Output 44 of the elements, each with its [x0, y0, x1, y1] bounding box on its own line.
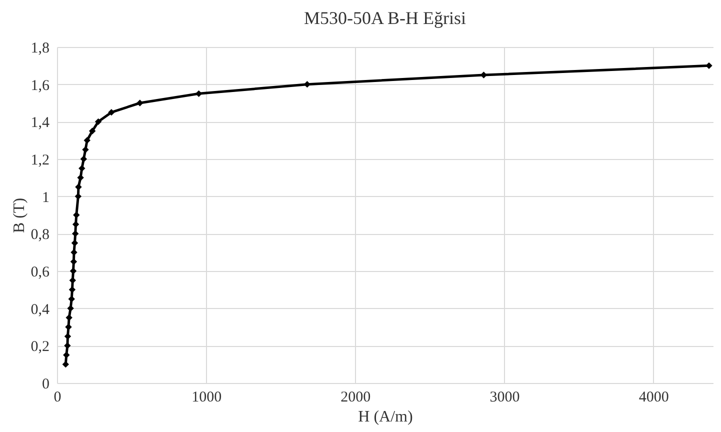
point — [108, 108, 115, 116]
y-tick-label: 0,6 — [30, 264, 50, 280]
y-tick-label: 0 — [42, 376, 50, 392]
point — [82, 146, 89, 154]
point — [75, 184, 82, 190]
point — [63, 352, 70, 358]
point — [67, 304, 74, 312]
y-tick-label: 1,4 — [30, 115, 50, 132]
point — [64, 342, 71, 350]
y-tick-label: 0,4 — [30, 302, 50, 318]
point — [68, 296, 75, 302]
point — [84, 136, 90, 144]
x-tick-label: 3000 — [490, 390, 520, 406]
point — [65, 324, 72, 330]
x-tick-label: 2000 — [340, 390, 371, 406]
point — [62, 360, 69, 368]
point — [68, 286, 76, 294]
point — [80, 156, 88, 162]
point — [94, 118, 102, 126]
point — [77, 174, 84, 182]
y-tick-label: 1,2 — [30, 152, 50, 168]
point — [73, 212, 80, 218]
x-tick-label: 4000 — [638, 390, 669, 406]
point — [72, 230, 79, 238]
point — [88, 128, 96, 134]
point — [72, 220, 80, 228]
y-tick-label: 1,8 — [30, 40, 50, 56]
y-tick-label: 1,6 — [30, 78, 50, 94]
x-tick-label: 1000 — [192, 390, 222, 406]
y-axis-title: B (T) — [10, 198, 28, 234]
point — [64, 332, 72, 340]
point — [70, 268, 77, 274]
x-tick-label: 0 — [54, 390, 62, 406]
point — [136, 100, 144, 106]
x-axis-title: H (A/m) — [358, 408, 413, 426]
y-tick-label: 0,8 — [30, 227, 50, 244]
point — [78, 164, 86, 172]
point — [706, 62, 712, 70]
y-tick-label: 0,2 — [30, 339, 50, 356]
point — [69, 276, 76, 284]
point — [195, 90, 202, 98]
chart-title: M530-50A B-H Eğrisi — [304, 8, 466, 28]
point — [71, 240, 78, 246]
y-tick-label: 1 — [42, 190, 50, 206]
